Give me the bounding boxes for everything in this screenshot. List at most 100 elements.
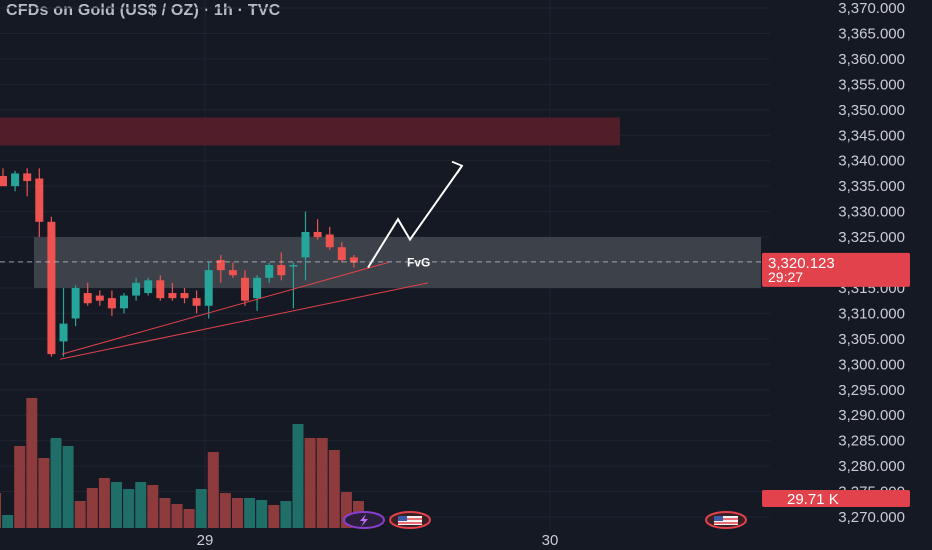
volume-bar [280,501,292,528]
candle [156,275,165,301]
price-axis-label: 3,335.000 [838,178,905,195]
candle-body [180,293,189,299]
us-flag-icon[interactable] [389,511,431,529]
volume-bar [98,478,110,528]
price-axis-label: 3,305.000 [838,331,905,348]
candle-body [337,247,346,260]
lightning-glyph [360,514,368,527]
arrow-head [451,160,464,174]
candle [180,287,189,304]
candle-body [204,270,213,306]
candle [337,242,346,263]
volume-bar [38,458,50,528]
candle [23,168,32,197]
candle [325,226,334,250]
candle-body [95,295,104,301]
price-axis-label: 3,370.000 [838,0,905,17]
candle-body [301,231,310,258]
volume-bar [232,498,243,528]
candle-body [313,231,322,238]
price-axis-label: 3,365.000 [838,25,905,42]
trendline-lower[interactable] [59,282,429,360]
price-tag-value: 3,320.123 [768,255,835,272]
resistance-zone[interactable] [0,117,620,146]
price-axis-label: 3,285.000 [838,433,905,450]
candle [83,282,92,306]
volume-bar [14,446,26,528]
time-axis-label: 30 [542,532,559,549]
title-separator: · [237,2,244,19]
volume-bar [219,493,231,528]
candle [107,290,116,316]
trendline-inner[interactable] [61,262,389,355]
price-axis-label: 3,350.000 [838,102,905,119]
us-flag-icon[interactable] [705,511,747,529]
zones [0,117,761,288]
volume-bar [207,452,219,528]
price-axis-label: 3,355.000 [838,76,905,93]
candle [289,262,298,309]
candle-body [23,173,32,182]
source-label: TVC [247,2,281,19]
lightning-icon[interactable] [343,511,385,529]
volume-bar [62,446,74,528]
chart-title: CFDs on Gold (US$ / OZ) · 1h · TVC [6,2,280,20]
candle [313,219,322,240]
candle-body [216,259,225,271]
candle-body [120,295,128,309]
candle [59,287,68,357]
candle-body [192,298,201,306]
candle-body [107,298,116,309]
candle [95,290,104,306]
volume-bar [147,485,159,528]
candle [228,262,237,278]
candle [216,254,225,283]
candle-body [325,234,334,248]
volume-bar [292,424,304,528]
volume-bar [183,509,195,528]
symbol-name[interactable]: CFDs on Gold (US$ / OZ) [6,2,200,19]
volume-bar [171,504,183,528]
flag-canton [398,516,407,521]
price-axis[interactable]: 3,370.000 3,365.000 3,360.000 3,355.000 3,35… [838,0,905,526]
volume-tag-box [762,490,910,507]
price-axis-label: 3,280.000 [838,458,905,475]
flag-canton [714,516,723,521]
time-axis[interactable]: 29 30 [197,532,559,549]
price-axis-label: 3,270.000 [838,509,905,526]
candle-body [71,287,80,319]
candle [204,262,213,319]
candle [47,216,56,357]
price-axis-label: 3,360.000 [838,51,905,68]
price-axis-label: 3,325.000 [838,229,905,246]
interval-label[interactable]: 1h [213,2,233,19]
candle [253,275,262,311]
projection-arrow[interactable] [367,165,463,269]
candle-body [265,265,274,278]
drawings[interactable]: FvG [59,160,464,360]
time-axis-label: 29 [197,532,214,549]
price-axis-label: 3,330.000 [838,204,905,221]
volume-bar [111,482,122,528]
candle [265,262,274,283]
price-axis-label: 3,310.000 [838,305,905,322]
volume-bar [195,489,207,528]
volume-bar [328,450,340,528]
candle [71,285,80,327]
candle [277,252,286,281]
price-axis-label: 3,290.000 [838,407,905,424]
candle-body [168,293,177,299]
event-markers[interactable] [343,511,747,529]
candle [132,277,141,301]
candle-body [11,173,20,187]
volume-bar [340,492,352,528]
candle [168,282,177,301]
volume-bar [135,482,147,528]
candle [241,270,249,306]
volume-tag-value: 29.71 K [787,491,839,508]
volume-bar [50,438,62,528]
candle-body [241,277,249,301]
volume-bar [159,498,171,528]
fvg-zone[interactable] [34,237,761,288]
